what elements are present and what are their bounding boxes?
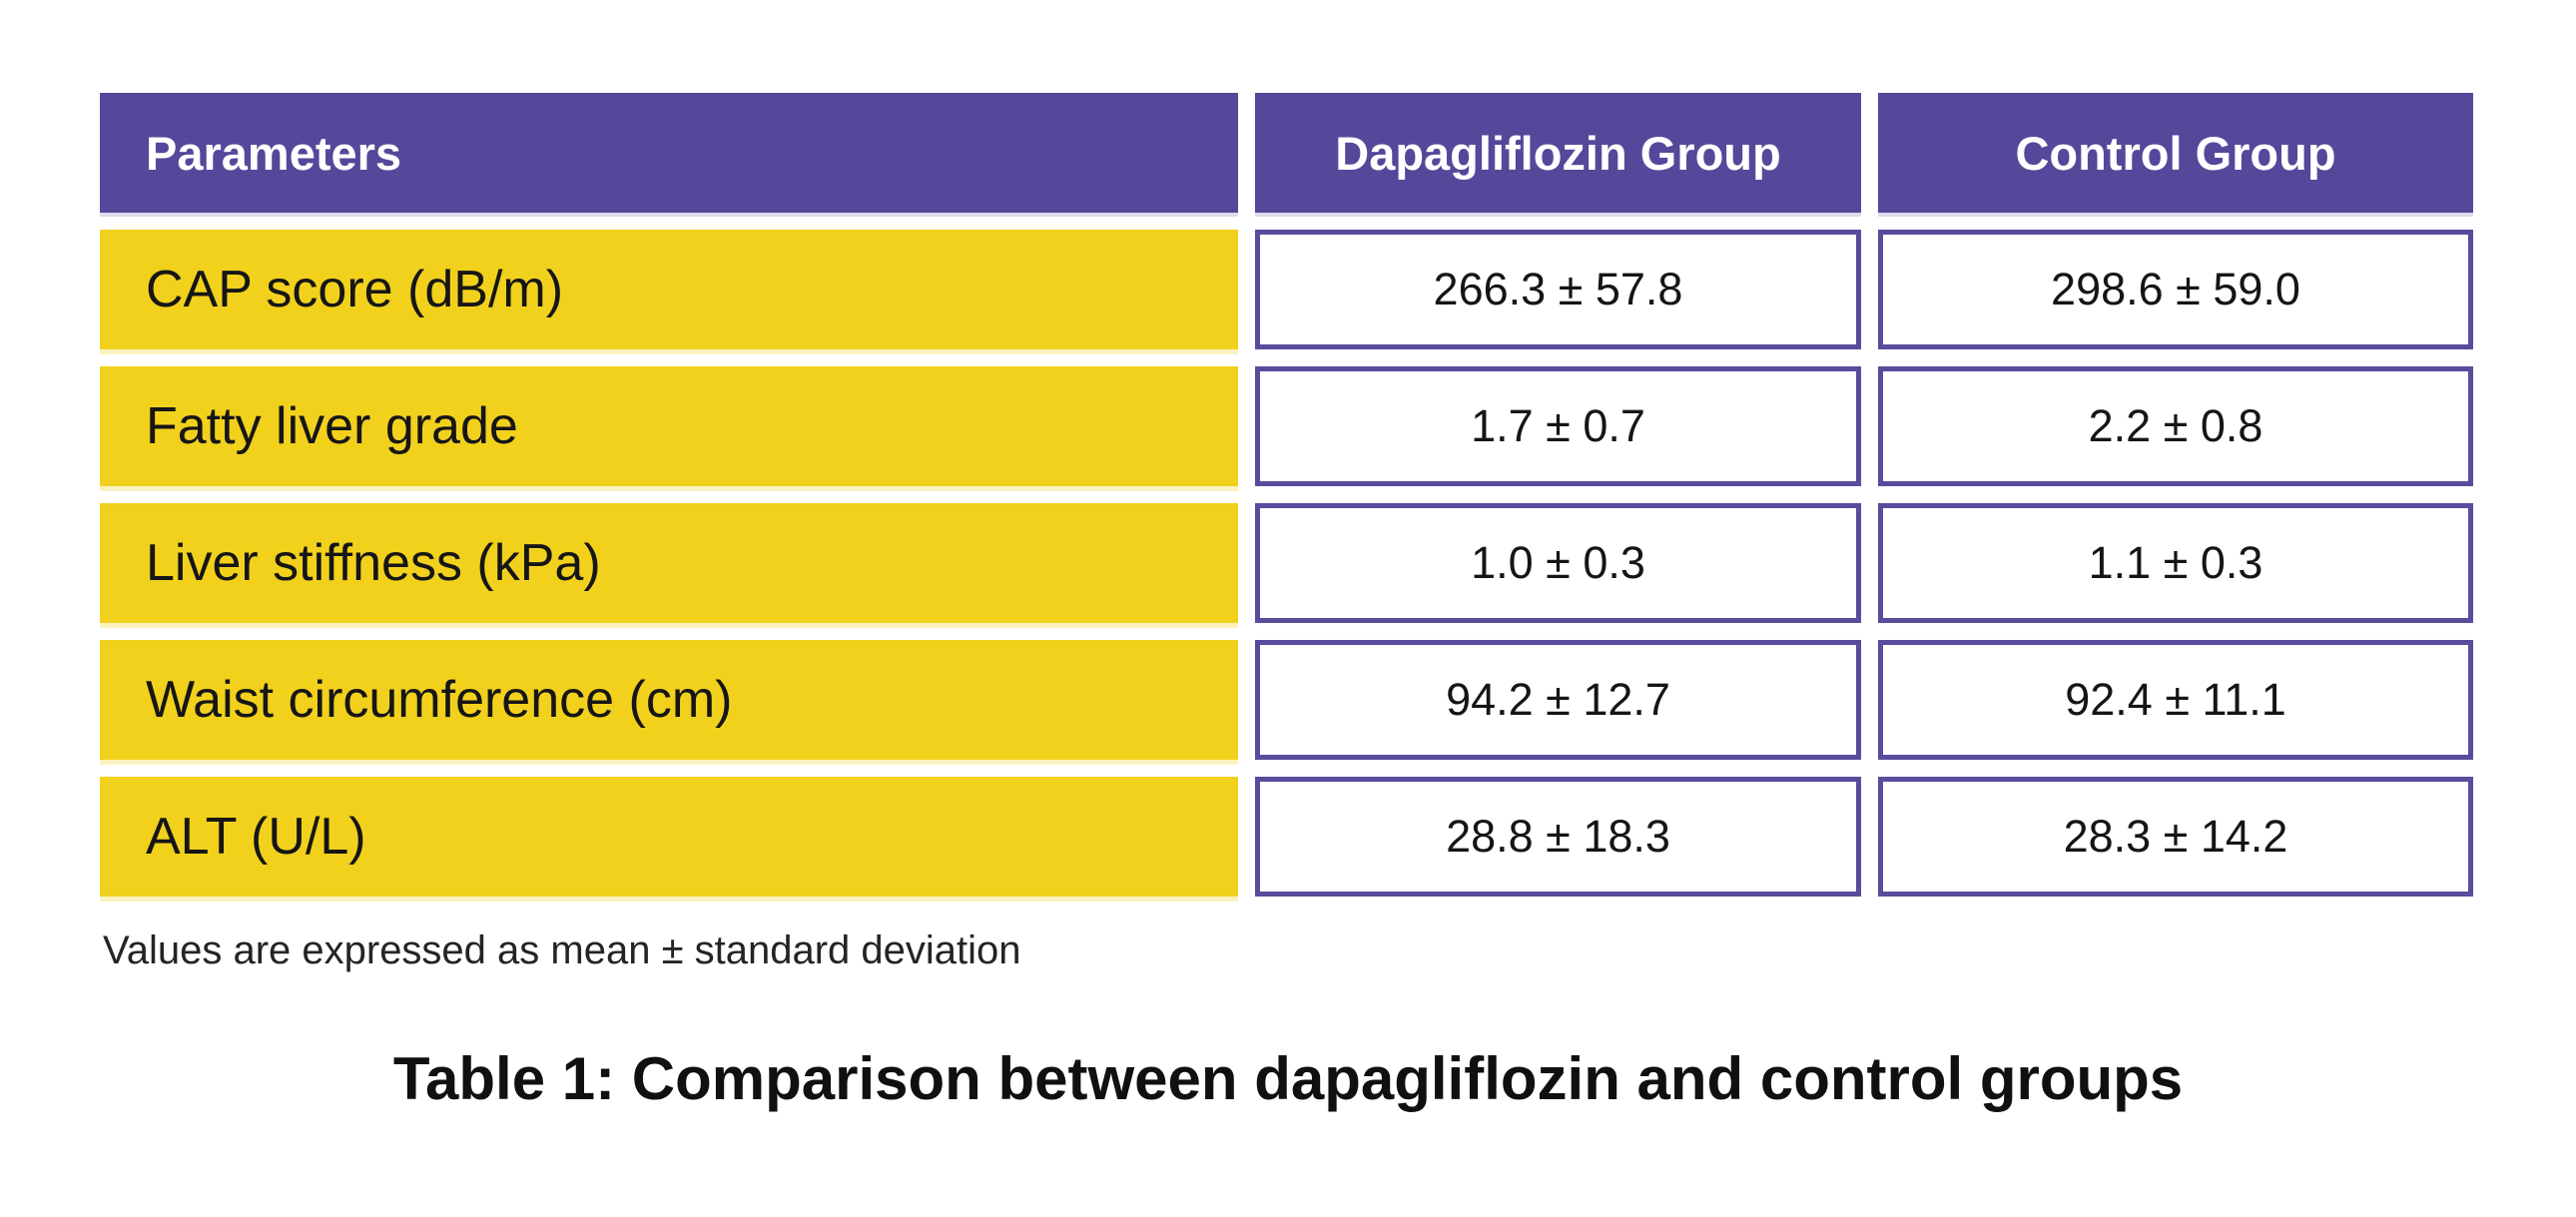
- header-cell-dapagliflozin-group: Dapagliflozin Group: [1255, 93, 1861, 213]
- value-cell-dapagliflozin-liver-stiffness: 1.0 ± 0.3: [1255, 503, 1861, 623]
- value-cell-control-fatty-liver-grade: 2.2 ± 0.8: [1878, 366, 2473, 486]
- parameter-cell-alt: ALT (U/L): [100, 777, 1238, 897]
- parameter-cell-cap-score: CAP score (dB/m): [100, 230, 1238, 349]
- header-cell-parameters: Parameters: [100, 93, 1238, 213]
- header-cell-control-group: Control Group: [1878, 93, 2473, 213]
- value-cell-control-liver-stiffness: 1.1 ± 0.3: [1878, 503, 2473, 623]
- parameter-cell-fatty-liver-grade: Fatty liver grade: [100, 366, 1238, 486]
- value-cell-dapagliflozin-fatty-liver-grade: 1.7 ± 0.7: [1255, 366, 1861, 486]
- value-cell-dapagliflozin-cap-score: 266.3 ± 57.8: [1255, 230, 1861, 349]
- value-cell-dapagliflozin-waist-circumference: 94.2 ± 12.7: [1255, 640, 1861, 760]
- comparison-table: Parameters Dapagliflozin Group Control G…: [100, 93, 2473, 897]
- value-cell-control-cap-score: 298.6 ± 59.0: [1878, 230, 2473, 349]
- footnote: Values are expressed as mean ± standard …: [103, 928, 1021, 972]
- value-cell-control-waist-circumference: 92.4 ± 11.1: [1878, 640, 2473, 760]
- parameter-cell-waist-circumference: Waist circumference (cm): [100, 640, 1238, 760]
- parameter-cell-liver-stiffness: Liver stiffness (kPa): [100, 503, 1238, 623]
- table-caption: Table 1: Comparison between dapagliflozi…: [392, 1045, 2184, 1112]
- value-cell-dapagliflozin-alt: 28.8 ± 18.3: [1255, 777, 1861, 897]
- value-cell-control-alt: 28.3 ± 14.2: [1878, 777, 2473, 897]
